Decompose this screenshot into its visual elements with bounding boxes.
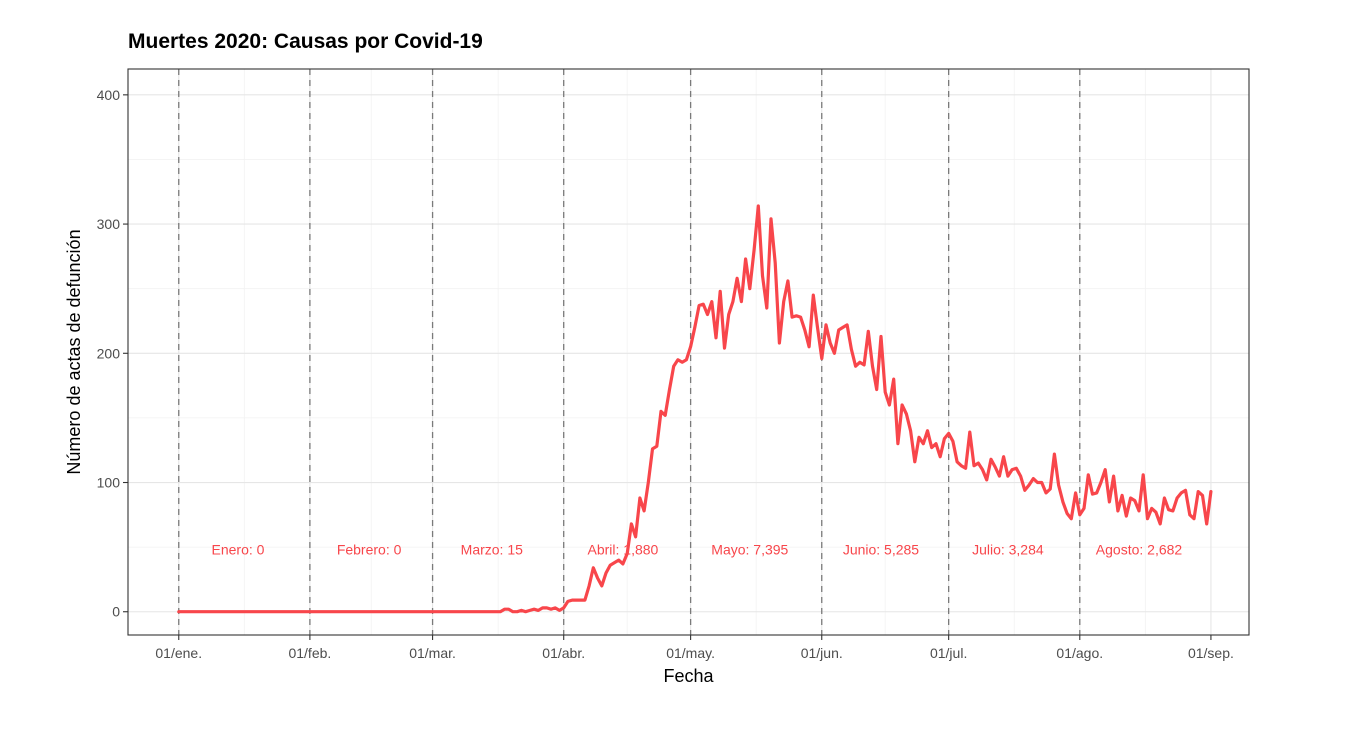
month-annotation: Julio: 3,284 — [972, 542, 1044, 558]
x-tick-label: 01/jul. — [930, 645, 967, 661]
x-tick-label: 01/abr. — [542, 645, 585, 661]
x-tick-label: 01/may. — [666, 645, 715, 661]
panel-border — [127, 68, 1250, 636]
y-axis: 0 100 200 300 400 — [97, 87, 128, 620]
x-axis-title: Fecha — [663, 666, 714, 686]
x-tick-label: 01/ago. — [1056, 645, 1103, 661]
x-tick-label: 01/feb. — [288, 645, 331, 661]
x-tick-label: 01/jun. — [801, 645, 843, 661]
series-line — [177, 204, 1213, 614]
chart-title: Muertes 2020: Causas por Covid-19 — [128, 30, 483, 53]
y-tick-label: 400 — [97, 87, 121, 103]
x-axis: 01/ene. 01/feb. 01/mar. 01/abr. 01/may. 01/ju… — [155, 635, 1234, 661]
month-annotation: Agosto: 2,682 — [1096, 542, 1183, 558]
y-tick-label: 0 — [112, 604, 120, 620]
grid-minor — [128, 69, 1249, 635]
x-tick-label: 01/mar. — [409, 645, 456, 661]
month-annotation: Abril: 1,880 — [588, 542, 659, 558]
x-tick-label: 01/ene. — [155, 645, 202, 661]
month-annotations: Enero: 0 Febrero: 0 Marzo: 15 Abril: 1,880 M… — [212, 542, 1183, 558]
month-annotation: Mayo: 7,395 — [711, 542, 788, 558]
month-annotation: Enero: 0 — [212, 542, 265, 558]
y-tick-label: 100 — [97, 475, 121, 491]
y-axis-title: Número de actas de defunción — [64, 229, 84, 474]
series-layer — [177, 204, 1213, 614]
month-annotation: Junio: 5,285 — [843, 542, 919, 558]
y-tick-label: 200 — [97, 345, 121, 361]
x-tick-label: 01/sep. — [1188, 645, 1234, 661]
month-annotation: Febrero: 0 — [337, 542, 402, 558]
y-tick-label: 300 — [97, 216, 121, 232]
month-annotation: Marzo: 15 — [461, 542, 523, 558]
